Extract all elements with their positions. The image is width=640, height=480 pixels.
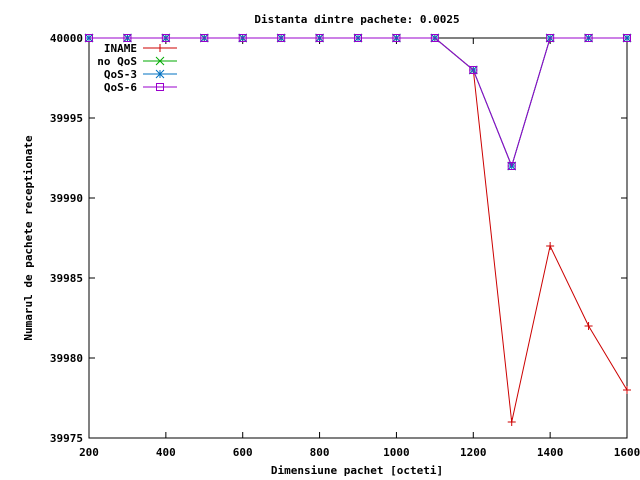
data-point: [315, 34, 324, 42]
x-tick-label: 400: [156, 446, 176, 459]
data-point: [584, 34, 593, 42]
data-point: [392, 34, 401, 42]
plot-frame: [88, 37, 628, 439]
x-tick-label: 1400: [537, 446, 564, 459]
y-axis-label: Numarul de pachete receptionate: [22, 135, 35, 341]
y-tick-label: 39995: [50, 112, 83, 125]
legend-label: QoS-3: [104, 68, 137, 81]
x-tick-label: 600: [233, 446, 253, 459]
data-point: [200, 34, 209, 42]
data-point: [584, 322, 593, 330]
chart-title: Distanta dintre pachete: 0.0025: [254, 13, 459, 26]
x-tick-label: 200: [79, 446, 99, 459]
data-point: [546, 242, 555, 250]
x-tick-label: 1000: [383, 446, 410, 459]
x-tick-label: 1200: [460, 446, 487, 459]
y-tick-label: 39985: [50, 272, 83, 285]
series-line: [89, 37, 628, 423]
x-tick-label: 1600: [614, 446, 640, 459]
data-point: [430, 34, 439, 42]
series-line: [89, 37, 627, 168]
y-tick-label: 39980: [50, 352, 83, 365]
series-layer: [84, 33, 632, 426]
data-point: [277, 34, 286, 42]
data-point: [469, 66, 478, 74]
series-iname: [85, 34, 631, 426]
data-point: [155, 69, 165, 79]
x-axis-label: Dimensiune pachet [octeti]: [271, 464, 443, 477]
data-point: [507, 162, 516, 170]
series-line: [89, 37, 627, 168]
series-line: [89, 37, 627, 168]
series-no-qos: [84, 33, 632, 171]
data-point: [354, 34, 362, 42]
series-qos-3: [84, 33, 632, 171]
axis-ticks: 200 400 600 800 1000 1200 1400 1600 39975 39980 39…: [50, 32, 640, 459]
legend-label: INAME: [104, 42, 137, 55]
data-point: [161, 34, 170, 42]
legend-label: no QoS: [97, 55, 137, 68]
data-point: [85, 34, 93, 42]
x-tick-label: 800: [310, 446, 330, 459]
y-tick-label: 40000: [50, 32, 83, 45]
data-point: [507, 418, 516, 426]
legend-label: QoS-6: [104, 81, 137, 94]
data-point: [238, 34, 247, 42]
data-point: [623, 34, 631, 42]
data-point: [155, 56, 165, 66]
data-point: [623, 386, 631, 394]
data-point: [546, 34, 555, 42]
series-qos-6: [85, 34, 631, 170]
y-tick-label: 39975: [50, 432, 83, 445]
y-tick-label: 39990: [50, 192, 83, 205]
data-point: [156, 83, 164, 91]
data-point: [156, 44, 164, 52]
data-point: [123, 34, 132, 42]
